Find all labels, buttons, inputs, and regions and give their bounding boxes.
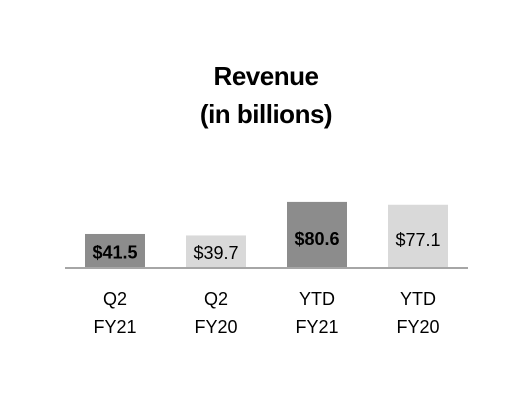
bar [186, 235, 246, 268]
x-tick-label: YTD [299, 289, 335, 309]
value-label: $41.5 [92, 242, 137, 262]
x-tick-label: FY20 [194, 317, 237, 337]
x-tick-label: Q2 [204, 289, 228, 309]
chart-title: Revenue [214, 61, 319, 91]
x-tick-label: Q2 [103, 289, 127, 309]
value-label: $39.7 [193, 243, 238, 263]
bar [388, 204, 448, 268]
bar [85, 233, 145, 268]
x-tick-label: YTD [400, 289, 436, 309]
x-tick-label: FY20 [396, 317, 439, 337]
bar [287, 201, 347, 268]
chart-subtitle: (in billions) [200, 99, 332, 129]
value-label: $77.1 [395, 230, 440, 250]
x-tick-label: FY21 [93, 317, 136, 337]
value-label: $80.6 [294, 229, 339, 249]
x-tick-label: FY21 [295, 317, 338, 337]
